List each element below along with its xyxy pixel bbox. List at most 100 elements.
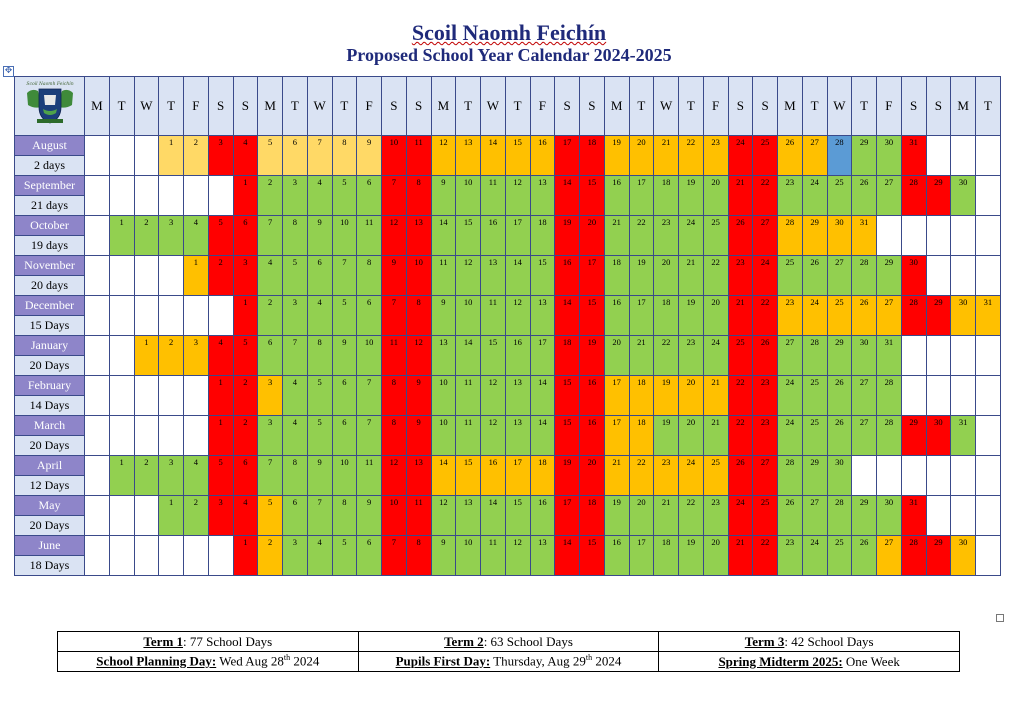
day-cell: 8 bbox=[405, 295, 432, 336]
day-cell: 18 bbox=[653, 175, 679, 216]
day-cell: 24 bbox=[777, 415, 803, 456]
empty-day-cell bbox=[108, 295, 135, 336]
day-cell: 25 bbox=[826, 175, 853, 216]
empty-day-cell bbox=[900, 455, 927, 496]
day-cell: 31 bbox=[950, 415, 976, 456]
day-cell: 15 bbox=[455, 215, 481, 256]
empty-day-cell bbox=[108, 135, 135, 176]
day-cell: 19 bbox=[554, 215, 580, 256]
day-cell: 24 bbox=[702, 335, 729, 376]
empty-day-cell bbox=[108, 375, 135, 416]
day-cell: 11 bbox=[356, 215, 382, 256]
empty-day-cell bbox=[975, 375, 1001, 416]
day-cell: 11 bbox=[405, 495, 432, 536]
month-school-days: 20 Days bbox=[14, 355, 85, 376]
school-crest-icon: Scoil Naomh Feichín bbox=[26, 80, 73, 124]
school-logo: Scoil Naomh Feichín bbox=[14, 76, 85, 136]
day-cell: 12 bbox=[430, 135, 457, 176]
planning-day-label: School Planning Day: bbox=[96, 653, 217, 669]
month-school-days: 20 Days bbox=[14, 435, 85, 456]
day-cell: 11 bbox=[455, 375, 481, 416]
month-row-lower: 12 Days bbox=[14, 475, 1001, 496]
day-cell: 23 bbox=[678, 335, 704, 376]
table-move-handle-icon[interactable]: ✥ bbox=[3, 66, 14, 77]
day-cell: 28 bbox=[900, 535, 927, 576]
weekday-header: S bbox=[207, 76, 234, 136]
empty-day-cell bbox=[108, 415, 135, 456]
month-row-lower: 2 days bbox=[14, 155, 1001, 176]
day-cell: 27 bbox=[826, 255, 853, 296]
day-cell: 22 bbox=[628, 455, 655, 496]
weekday-header: F bbox=[529, 76, 556, 136]
day-cell: 13 bbox=[504, 375, 531, 416]
empty-day-cell bbox=[950, 255, 976, 296]
month-row: February 1 2 3 4 5 6 7 8 9 10 11 12 13 14 15 16 17 18 19 20 2… bbox=[14, 375, 1001, 416]
day-cell: 6 bbox=[282, 135, 308, 176]
weekday-header: T bbox=[158, 76, 184, 136]
empty-day-cell bbox=[207, 175, 234, 216]
month-school-days: 20 days bbox=[14, 275, 85, 296]
empty-day-cell bbox=[158, 255, 184, 296]
day-cell: 17 bbox=[554, 135, 580, 176]
day-cell: 11 bbox=[356, 455, 382, 496]
day-cell: 9 bbox=[430, 175, 457, 216]
empty-day-cell bbox=[975, 135, 1001, 176]
day-cell: 28 bbox=[851, 255, 877, 296]
weekday-header: F bbox=[356, 76, 382, 136]
day-cell: 26 bbox=[851, 535, 877, 576]
day-cell: 6 bbox=[257, 335, 283, 376]
day-cell: 13 bbox=[529, 295, 556, 336]
first-day-suffix: th bbox=[585, 653, 593, 663]
weekday-header: M bbox=[257, 76, 283, 136]
empty-day-cell bbox=[108, 495, 135, 536]
empty-day-cell bbox=[158, 175, 184, 216]
day-cell: 5 bbox=[306, 415, 333, 456]
weekday-header: T bbox=[678, 76, 704, 136]
empty-day-cell bbox=[950, 495, 976, 536]
day-cell: 20 bbox=[579, 215, 605, 256]
day-cell: 20 bbox=[702, 175, 729, 216]
empty-day-cell bbox=[207, 535, 234, 576]
day-cell: 29 bbox=[851, 495, 877, 536]
day-cell: 13 bbox=[529, 175, 556, 216]
day-cell: 5 bbox=[331, 175, 358, 216]
day-cell: 1 bbox=[108, 455, 135, 496]
empty-day-cell bbox=[84, 495, 110, 536]
day-cell: 11 bbox=[480, 535, 506, 576]
day-cell: 3 bbox=[158, 455, 184, 496]
day-cell: 28 bbox=[826, 495, 853, 536]
day-cell: 7 bbox=[257, 215, 283, 256]
day-cell: 1 bbox=[232, 175, 259, 216]
day-cell: 19 bbox=[678, 175, 704, 216]
day-cell: 9 bbox=[405, 375, 432, 416]
day-cell: 3 bbox=[282, 175, 308, 216]
table-resize-handle[interactable] bbox=[996, 614, 1004, 622]
day-cell: 23 bbox=[777, 295, 803, 336]
day-cell: 9 bbox=[405, 415, 432, 456]
day-cell: 7 bbox=[381, 175, 407, 216]
weekday-header: W bbox=[653, 76, 679, 136]
day-cell: 14 bbox=[480, 495, 506, 536]
day-cell: 23 bbox=[727, 255, 754, 296]
term-summary-row: Term 1: 77 School Days Term 2: 63 School… bbox=[57, 631, 960, 652]
day-cell: 11 bbox=[405, 135, 432, 176]
weekday-header: T bbox=[282, 76, 308, 136]
day-cell: 15 bbox=[455, 455, 481, 496]
empty-day-cell bbox=[133, 175, 160, 216]
day-cell: 14 bbox=[480, 135, 506, 176]
empty-day-cell bbox=[84, 135, 110, 176]
day-cell: 2 bbox=[232, 415, 259, 456]
month-row-lower: 14 Days bbox=[14, 395, 1001, 416]
day-cell: 18 bbox=[579, 135, 605, 176]
day-cell: 15 bbox=[579, 535, 605, 576]
day-cell: 5 bbox=[257, 135, 283, 176]
day-cell: 5 bbox=[257, 495, 283, 536]
weekday-header: T bbox=[331, 76, 358, 136]
day-cell: 17 bbox=[504, 215, 531, 256]
empty-day-cell bbox=[876, 215, 902, 256]
day-cell: 1 bbox=[158, 495, 184, 536]
day-cell: 14 bbox=[554, 295, 580, 336]
day-cell: 21 bbox=[702, 415, 729, 456]
